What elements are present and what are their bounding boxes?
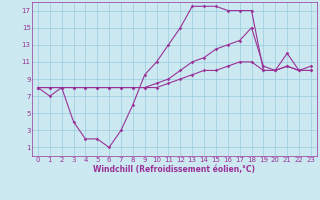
X-axis label: Windchill (Refroidissement éolien,°C): Windchill (Refroidissement éolien,°C) (93, 165, 255, 174)
